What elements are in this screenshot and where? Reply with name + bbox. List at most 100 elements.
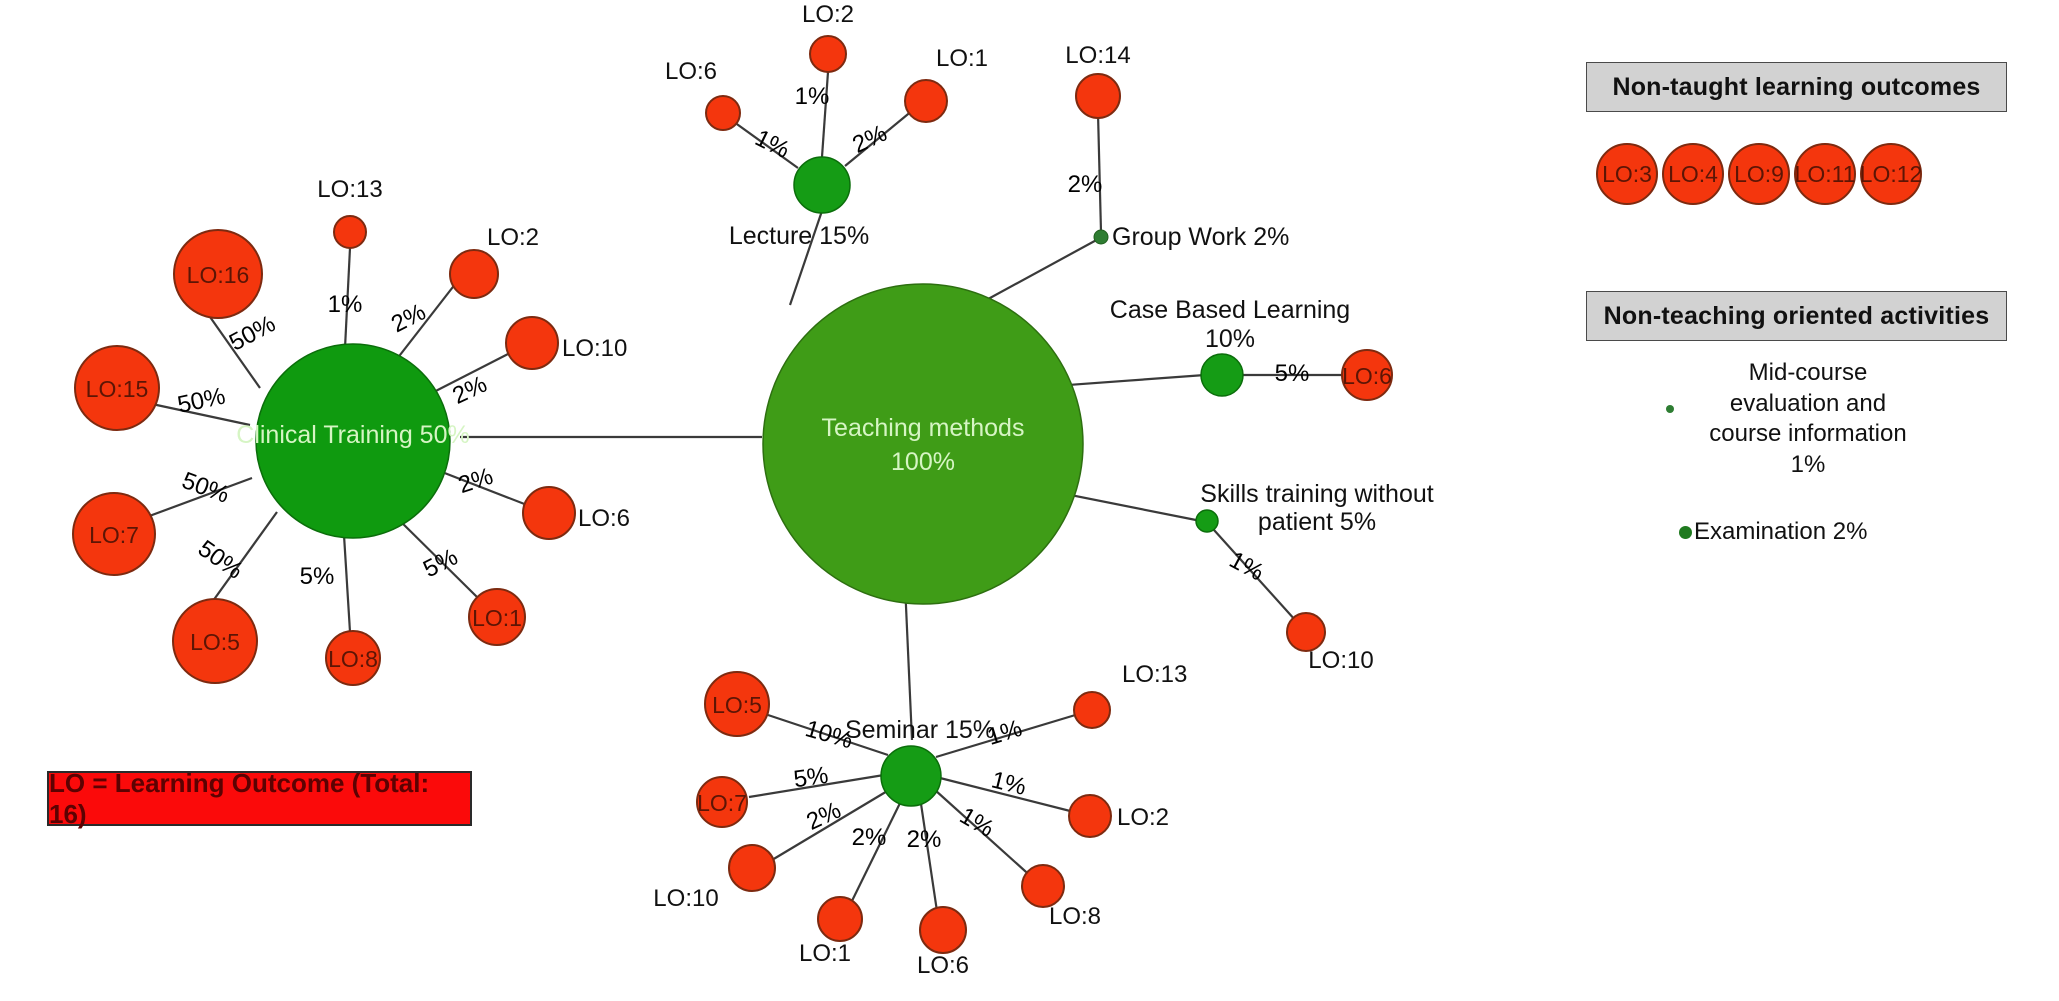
node-lo-ct-7[interactable] <box>72 492 156 576</box>
node-teaching-methods[interactable] <box>762 283 1084 605</box>
edge-label-lec-lo6: 1% <box>751 125 794 164</box>
edge-label-ct-lo6: 2% <box>455 463 496 499</box>
node-lo-ct-16[interactable] <box>173 229 263 319</box>
edge-sem-lo13 <box>935 711 1083 759</box>
node-lo-ct-10[interactable] <box>505 316 559 370</box>
legend-lo-3[interactable]: LO:3 <box>1596 143 1658 205</box>
node-lo-ct-15[interactable] <box>74 345 160 431</box>
non-teaching-panel-title: Non-teaching oriented activities <box>1586 291 2007 341</box>
node-lo-ct-6[interactable] <box>522 486 576 540</box>
node-lo-sem-10-label: LO:10 <box>653 885 718 912</box>
node-lecture-label: Lecture 15% <box>729 222 869 250</box>
node-lo-ct-2[interactable] <box>449 249 499 299</box>
edge-label-sem-lo7: 5% <box>792 762 830 794</box>
node-lo-sem-5[interactable] <box>704 671 770 737</box>
legend-lo-9[interactable]: LO:9 <box>1728 143 1790 205</box>
node-case-based-learning-label-1: Case Based Learning <box>1110 296 1350 324</box>
node-group-work[interactable] <box>1093 229 1109 245</box>
node-lo-sem-13[interactable] <box>1073 691 1111 729</box>
node-lo-ct-8-label: LO:8 <box>328 646 378 672</box>
midcourse-line-3: course information <box>1709 420 1907 448</box>
examination-dot-icon <box>1679 525 1692 539</box>
edge-ct-lo10 <box>421 351 513 399</box>
edge-label-ct-lo13: 1% <box>328 291 363 318</box>
edge-label-st-lo10: 1% <box>1225 546 1268 586</box>
edge-sem-lo1 <box>847 796 904 910</box>
node-lo-gw-14[interactable] <box>1075 73 1121 119</box>
midcourse-line-4: 1% <box>1790 451 1826 479</box>
midcourse-activity-label: Mid-course evaluation and course informa… <box>1678 358 1938 481</box>
legend-lo-4[interactable]: LO:4 <box>1662 143 1724 205</box>
node-lo-cbl-6[interactable] <box>1341 349 1393 401</box>
node-lo-sem-10[interactable] <box>728 844 776 892</box>
legend-lo-11[interactable]: LO:11 <box>1794 143 1856 205</box>
node-skills-training[interactable] <box>1195 509 1219 533</box>
edge-lec-lo1 <box>844 109 914 167</box>
node-lo-ct-1[interactable] <box>468 588 526 646</box>
midcourse-line-2: evaluation and <box>1729 389 1887 417</box>
node-lo-sem-6-label: LO:6 <box>917 952 969 979</box>
edge-sem-lo5 <box>767 713 889 757</box>
edge-label-sem-lo1: 2% <box>852 824 887 851</box>
node-lo-sem-7[interactable] <box>696 776 748 828</box>
edge-label-ct-lo16: 50% <box>225 310 280 356</box>
node-lo-gw-14-label: LO:14 <box>1065 42 1130 69</box>
node-case-based-learning[interactable] <box>1200 353 1244 397</box>
edge-label-ct-lo10: 2% <box>448 371 491 410</box>
node-skills-training-label-2: patient 5% <box>1258 508 1376 536</box>
examination-label: Examination 2% <box>1694 518 1868 545</box>
node-lo-ct-16-label: LO:16 <box>187 262 250 288</box>
node-lo-lec-1-label: LO:1 <box>936 45 988 72</box>
edge-sem-lo2 <box>939 776 1083 816</box>
node-lo-ct-13[interactable] <box>333 215 367 249</box>
edge-ct-lo2 <box>392 282 457 365</box>
edge-ct-lo7 <box>143 476 253 520</box>
non-taught-panel-title: Non-taught learning outcomes <box>1586 62 2007 112</box>
node-lo-lec-2[interactable] <box>809 35 847 73</box>
legend-lo-12[interactable]: LO:12 <box>1860 143 1922 205</box>
node-lo-lec-2-label: LO:2 <box>802 1 854 28</box>
node-lo-sem-6[interactable] <box>919 906 967 954</box>
node-lo-ct-13-label: LO:13 <box>317 176 382 203</box>
node-lo-ct-5-label: LO:5 <box>190 629 240 655</box>
node-teaching-methods-label-2: 100% <box>891 448 955 476</box>
edge-group <box>143 71 1342 919</box>
node-lo-sem-8[interactable] <box>1021 864 1065 908</box>
node-skills-training-label-1: Skills training without <box>1200 480 1433 508</box>
edge-st-lo10 <box>1213 529 1297 622</box>
edge-root-lecture <box>788 204 826 306</box>
node-lo-ct-7-label: LO:7 <box>89 522 139 548</box>
edge-label-ct-lo15: 50% <box>175 382 228 418</box>
node-lo-st-10[interactable] <box>1286 612 1326 652</box>
node-lo-sem-1[interactable] <box>817 896 863 942</box>
node-lo-sem-13-label: LO:13 <box>1122 661 1187 688</box>
node-lo-st-10-label: LO:10 <box>1308 647 1373 674</box>
node-lo-sem-8-label: LO:8 <box>1049 903 1101 930</box>
node-seminar-label: Seminar 15% <box>845 716 995 744</box>
node-seminar[interactable] <box>880 745 942 807</box>
node-lo-lec-1[interactable] <box>904 79 948 123</box>
node-lo-ct-8[interactable] <box>325 630 381 686</box>
edge-root-groupwork <box>967 236 1103 311</box>
node-lo-ct-15-label: LO:15 <box>86 376 149 402</box>
edge-label-sem-lo2: 1% <box>989 766 1029 801</box>
lo-legend-box: LO = Learning Outcome (Total: 16) <box>47 768 472 829</box>
edge-ct-lo8 <box>342 534 352 633</box>
edge-sem-lo7 <box>748 773 885 799</box>
node-case-based-learning-label-2: 10% <box>1205 325 1255 353</box>
node-lo-ct-6-label: LO:6 <box>578 505 630 532</box>
node-lo-lec-6[interactable] <box>705 95 741 131</box>
node-lo-ct-2-label: LO:2 <box>487 224 539 251</box>
node-lo-ct-5[interactable] <box>172 598 258 684</box>
node-lecture[interactable] <box>793 156 851 214</box>
node-lo-cbl-6-label: LO:6 <box>1342 363 1392 389</box>
edge-sem-lo10 <box>771 789 890 861</box>
edge-gw-lo14 <box>1096 112 1103 233</box>
edge-label-lec-lo2: 1% <box>795 83 830 110</box>
edge-ct-lo5 <box>204 511 278 613</box>
node-teaching-methods-label-1: Teaching methods <box>822 414 1025 442</box>
edge-label-gw-lo14: 2% <box>1068 171 1103 198</box>
node-clinical-training[interactable] <box>255 343 451 539</box>
node-lo-sem-2[interactable] <box>1068 794 1112 838</box>
